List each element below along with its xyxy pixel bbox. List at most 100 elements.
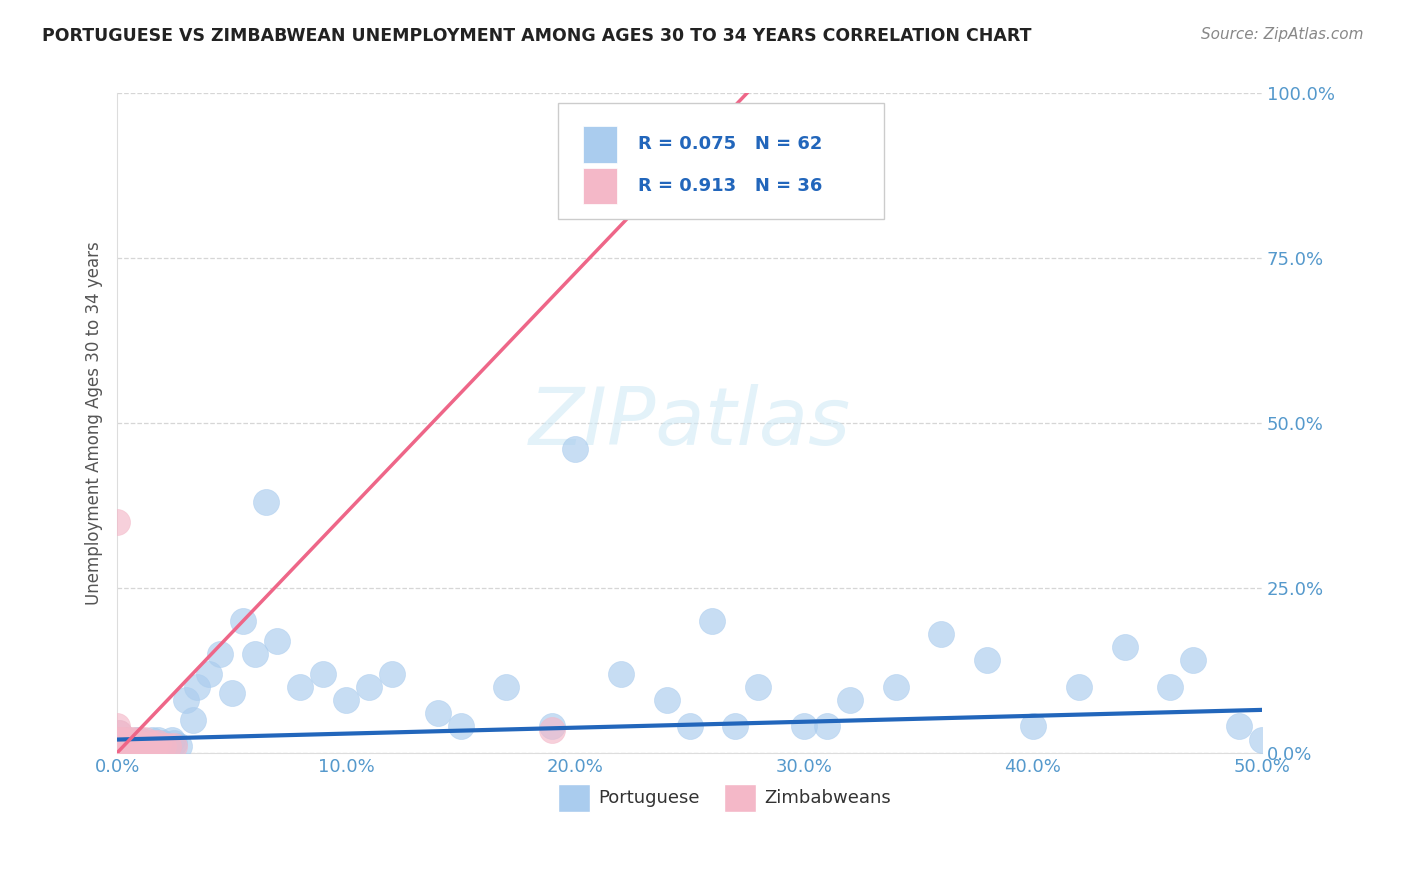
Point	[136, 739, 159, 753]
Point	[1022, 719, 1045, 733]
FancyBboxPatch shape	[583, 168, 617, 204]
Point	[610, 666, 633, 681]
Point	[747, 680, 769, 694]
Point	[186, 680, 208, 694]
Point	[1067, 680, 1090, 694]
Text: ZIPatlas: ZIPatlas	[529, 384, 851, 462]
Point	[111, 732, 134, 747]
Point	[115, 739, 138, 753]
Point	[678, 719, 700, 733]
Point	[152, 739, 174, 753]
Point	[312, 666, 335, 681]
Point	[1251, 732, 1274, 747]
Point	[1159, 680, 1181, 694]
Point	[115, 736, 138, 750]
Point	[117, 739, 139, 753]
Point	[105, 515, 128, 529]
Point	[793, 719, 815, 733]
Point	[221, 686, 243, 700]
Point	[111, 732, 134, 747]
Point	[266, 633, 288, 648]
Point	[129, 739, 152, 753]
Point	[127, 739, 149, 753]
Point	[243, 647, 266, 661]
Point	[111, 732, 134, 747]
Point	[122, 739, 145, 753]
Point	[655, 693, 678, 707]
Point	[134, 732, 156, 747]
Text: R = 0.913   N = 36: R = 0.913 N = 36	[638, 177, 823, 195]
Point	[702, 614, 724, 628]
Point	[127, 736, 149, 750]
Point	[174, 693, 197, 707]
Point	[564, 442, 586, 457]
Point	[131, 739, 153, 753]
Point	[142, 739, 165, 753]
Point	[156, 739, 179, 753]
Point	[117, 732, 139, 747]
Point	[127, 739, 149, 753]
Point	[1182, 653, 1205, 667]
Point	[124, 732, 146, 747]
Point	[232, 614, 254, 628]
Point	[931, 627, 953, 641]
Point	[131, 739, 153, 753]
Point	[142, 739, 165, 753]
Point	[1114, 640, 1136, 655]
FancyBboxPatch shape	[558, 103, 884, 219]
Point	[163, 739, 186, 753]
Point	[197, 666, 219, 681]
Point	[117, 739, 139, 753]
Point	[112, 739, 135, 753]
Text: Zimbabweans: Zimbabweans	[763, 789, 890, 807]
Point	[136, 739, 159, 753]
Point	[381, 666, 404, 681]
Point	[149, 739, 172, 753]
Point	[148, 736, 170, 750]
Point	[209, 647, 232, 661]
Point	[134, 736, 156, 750]
Point	[108, 726, 131, 740]
Point	[115, 732, 138, 747]
Point	[254, 495, 277, 509]
Text: R = 0.075   N = 62: R = 0.075 N = 62	[638, 136, 823, 153]
Point	[108, 739, 131, 753]
Point	[976, 653, 998, 667]
Point	[884, 680, 907, 694]
Point	[357, 680, 380, 694]
FancyBboxPatch shape	[583, 127, 617, 162]
Point	[156, 739, 179, 753]
Point	[120, 736, 142, 750]
Point	[112, 739, 135, 753]
Text: Portuguese: Portuguese	[598, 789, 699, 807]
Text: Source: ZipAtlas.com: Source: ZipAtlas.com	[1201, 27, 1364, 42]
Point	[108, 739, 131, 753]
Point	[838, 693, 860, 707]
Point	[815, 719, 838, 733]
Y-axis label: Unemployment Among Ages 30 to 34 years: Unemployment Among Ages 30 to 34 years	[86, 241, 103, 605]
Point	[141, 736, 163, 750]
Point	[108, 726, 131, 740]
Point	[290, 680, 312, 694]
Point	[112, 739, 135, 753]
Point	[163, 736, 186, 750]
Point	[105, 732, 128, 747]
Point	[124, 739, 146, 753]
Point	[145, 736, 167, 750]
Point	[152, 736, 174, 750]
Point	[335, 693, 357, 707]
Point	[724, 719, 747, 733]
Point	[160, 732, 183, 747]
Point	[122, 732, 145, 747]
Point	[141, 732, 163, 747]
Point	[541, 723, 564, 737]
Point	[148, 732, 170, 747]
Point	[120, 739, 142, 753]
Point	[1227, 719, 1250, 733]
Text: PORTUGUESE VS ZIMBABWEAN UNEMPLOYMENT AMONG AGES 30 TO 34 YEARS CORRELATION CHAR: PORTUGUESE VS ZIMBABWEAN UNEMPLOYMENT AM…	[42, 27, 1032, 45]
Point	[129, 732, 152, 747]
Point	[181, 713, 204, 727]
Point	[450, 719, 472, 733]
Point	[495, 680, 517, 694]
Point	[541, 719, 564, 733]
